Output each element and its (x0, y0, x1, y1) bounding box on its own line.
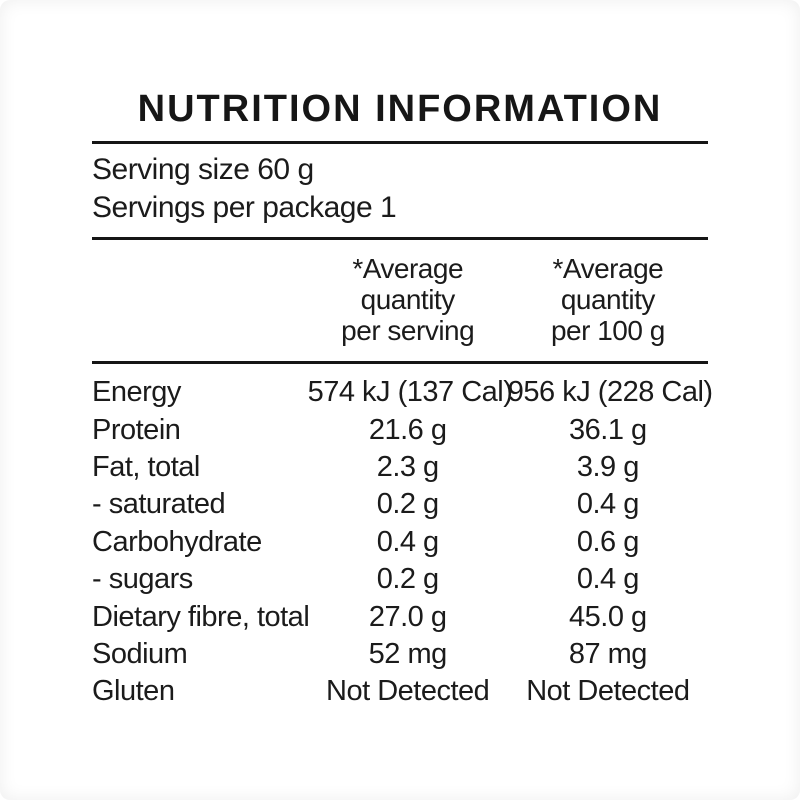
table-row-protein: Protein 21.6 g 36.1 g (92, 411, 708, 448)
value-per-100g: 36.1 g (569, 413, 647, 446)
value-per-serving: 574 kJ (137 Cal) (307, 376, 513, 409)
value-per-serving: 0.2 g (376, 488, 440, 521)
table-row-fat-total: Fat, total 2.3 g 3.9 g (92, 449, 708, 486)
value-per-100g: 0.4 g (576, 563, 640, 596)
table-row-sugars: - sugars 0.2 g 0.4 g (92, 561, 708, 598)
divider-bottom (92, 361, 708, 364)
nutrient-name: - saturated (92, 488, 226, 521)
value-per-100g: 3.9 g (576, 450, 640, 483)
value-per-100g: 45.0 g (569, 600, 647, 633)
value-per-serving: 27.0 g (368, 600, 447, 633)
nutrient-name: Energy (92, 376, 181, 409)
nutrient-name: Dietary fibre, total (92, 600, 310, 633)
table-row-gluten: Gluten Not Detected Not Detected (92, 673, 708, 710)
value-per-serving: 21.6 g (368, 413, 447, 446)
value-per-serving: 52 mg (368, 637, 448, 670)
table-row-saturated: - saturated 0.2 g 0.4 g (92, 486, 708, 523)
label-content: NUTRITION INFORMATION Serving size 60 g … (92, 0, 713, 751)
divider-middle (92, 237, 708, 240)
serving-info: Serving size 60 g Servings per package 1 (92, 151, 708, 227)
nutrient-name: Protein (92, 413, 181, 446)
table-row-energy: Energy 574 kJ (137 Cal) 956 kJ (228 Cal) (92, 374, 713, 411)
value-per-100g: 956 kJ (228 Cal) (507, 376, 713, 409)
table-row-dietary-fibre: Dietary fibre, total 27.0 g 45.0 g (92, 598, 708, 635)
nutrient-name: Fat, total (92, 450, 200, 483)
value-per-100g: 87 mg (568, 637, 648, 670)
value-per-serving: 0.4 g (376, 525, 440, 558)
page-title: NUTRITION INFORMATION (137, 88, 663, 130)
value-per-serving: 2.3 g (376, 450, 440, 483)
nutrient-name: Sodium (92, 637, 188, 670)
value-per-100g: 0.6 g (576, 525, 640, 558)
column-header-row: *Average quantity per serving *Average q… (92, 253, 708, 346)
nutrient-name: - sugars (92, 563, 193, 596)
divider-top (92, 141, 708, 144)
table-row-carbohydrate: Carbohydrate 0.4 g 0.6 g (92, 524, 708, 561)
column-header-per-serving: *Average quantity per serving (341, 253, 475, 346)
nutrient-name: Carbohydrate (92, 525, 262, 558)
serving-size-line: Serving size 60 g (92, 153, 314, 186)
column-header-spacer (92, 253, 308, 346)
nutrient-name: Gluten (92, 675, 175, 708)
nutrient-table: Energy 574 kJ (137 Cal) 956 kJ (228 Cal)… (92, 374, 713, 711)
value-per-100g: Not Detected (526, 675, 690, 708)
value-per-serving: Not Detected (326, 675, 490, 708)
servings-per-package-line: Servings per package 1 (92, 191, 397, 224)
table-row-sodium: Sodium 52 mg 87 mg (92, 636, 708, 673)
column-header-per-100g: *Average quantity per 100 g (550, 253, 665, 346)
value-per-100g: 0.4 g (576, 488, 640, 521)
value-per-serving: 0.2 g (376, 563, 440, 596)
